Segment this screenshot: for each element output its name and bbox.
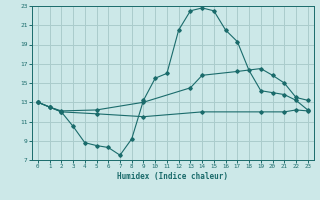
X-axis label: Humidex (Indice chaleur): Humidex (Indice chaleur) bbox=[117, 172, 228, 181]
